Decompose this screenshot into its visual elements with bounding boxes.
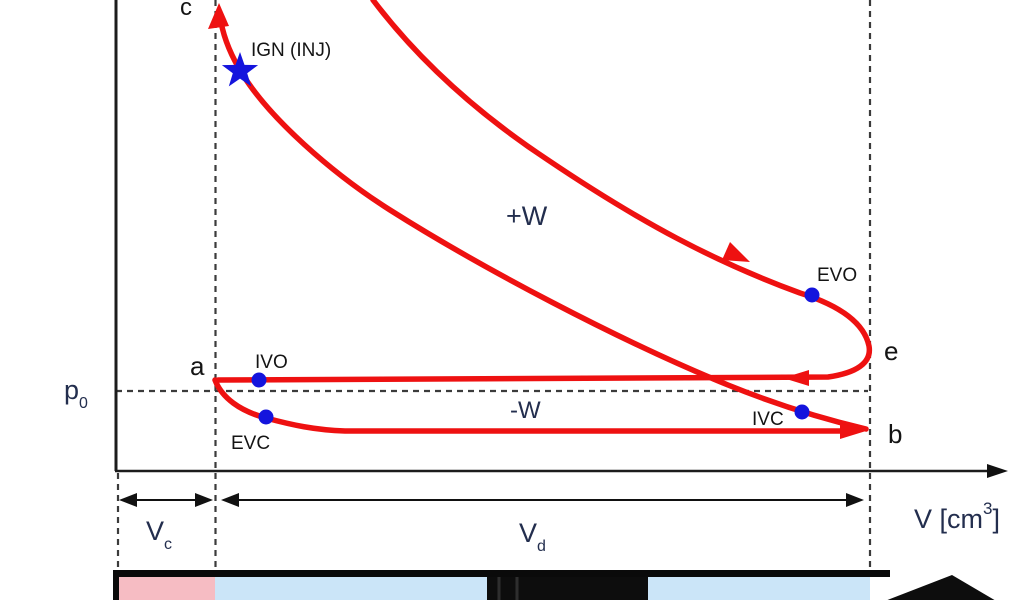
clearance-volume-dim-label: Vc (146, 516, 172, 553)
p0-subscript: 0 (79, 395, 88, 412)
ignition-label: IGN (INJ) (251, 40, 331, 61)
v-axis-pre: V [cm (914, 504, 983, 534)
positive-work-label: +W (506, 201, 548, 231)
evo-marker-dot (804, 287, 820, 303)
compression-direction-arrowhead-icon (208, 3, 229, 29)
volume-axis-label: V [cm3] (914, 499, 1000, 534)
point-b-label: b (888, 419, 902, 449)
evc-label: EVC (231, 433, 270, 454)
vd-main: V (519, 518, 537, 548)
clearance-volume-region (119, 577, 215, 600)
evc-marker-dot (258, 409, 274, 425)
negative-work-label: -W (510, 397, 541, 424)
vc-left-arrowhead-icon (119, 493, 137, 507)
v-axis-post: ] (992, 504, 1000, 534)
evo-label: EVO (817, 265, 857, 286)
vd-right-arrowhead-icon (846, 493, 864, 507)
ivc-label: IVC (752, 409, 784, 430)
vd-subscript: d (537, 538, 546, 555)
vc-right-arrowhead-icon (195, 493, 213, 507)
ambient-pressure-label: p0 (64, 375, 88, 412)
point-e-label: e (884, 336, 898, 366)
cylinder-gas-region-right (648, 577, 870, 600)
vc-main: V (146, 516, 164, 546)
ivo-label: IVO (255, 352, 288, 373)
cylinder-top-wall (113, 570, 890, 577)
point-a-label: a (190, 351, 205, 381)
displaced-volume-dim-label: Vd (519, 518, 546, 555)
cylinder-gas-region-left (215, 577, 487, 600)
point-c-label: c (180, 0, 192, 21)
expansion-direction-arrowhead-icon (722, 242, 750, 262)
exhaust-direction-arrowhead-icon (783, 370, 809, 386)
cylinder-left-wall (113, 570, 119, 600)
intake-direction-arrowhead-icon (840, 423, 866, 439)
piston (487, 577, 648, 600)
connecting-rod (887, 575, 995, 600)
vc-subscript: c (164, 536, 172, 553)
ivo-marker-dot (251, 372, 267, 388)
v-axis-superscript: 3 (983, 499, 992, 518)
p0-main: p (64, 375, 79, 405)
ignition-star-icon (221, 52, 259, 87)
ivc-marker-dot (794, 404, 810, 420)
expansion-and-exhaust-curve (215, 0, 873, 383)
vd-left-arrowhead-icon (221, 493, 239, 507)
volume-axis-arrowhead-icon (987, 464, 1008, 478)
